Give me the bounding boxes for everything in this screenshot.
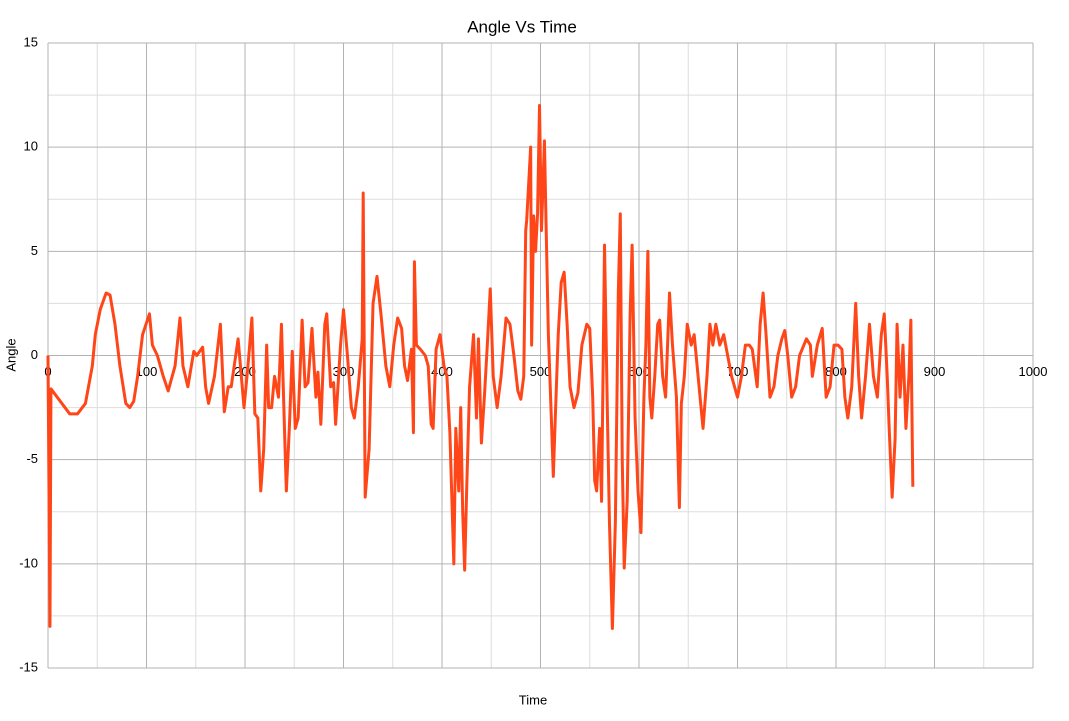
data-line — [46, 104, 915, 630]
x-tick-label: 100 — [136, 364, 158, 379]
x-tick-label: 500 — [530, 364, 552, 379]
y-axis-label: Angle — [3, 338, 18, 371]
y-tick-label: 5 — [31, 243, 38, 258]
y-tick-label: 0 — [31, 347, 38, 362]
y-tick-label: -10 — [19, 555, 38, 570]
y-tick-label: -5 — [26, 451, 38, 466]
x-tick-label: 600 — [628, 364, 650, 379]
y-tick-label: -15 — [19, 659, 38, 674]
y-tick-label: 15 — [24, 34, 38, 49]
x-axis-label: Time — [519, 692, 547, 707]
chart-title: Angle Vs Time — [467, 17, 577, 36]
x-tick-label: 1000 — [1019, 364, 1048, 379]
y-tick-label: 10 — [24, 139, 38, 154]
x-tick-label: 300 — [333, 364, 355, 379]
x-tick-label: 900 — [924, 364, 946, 379]
